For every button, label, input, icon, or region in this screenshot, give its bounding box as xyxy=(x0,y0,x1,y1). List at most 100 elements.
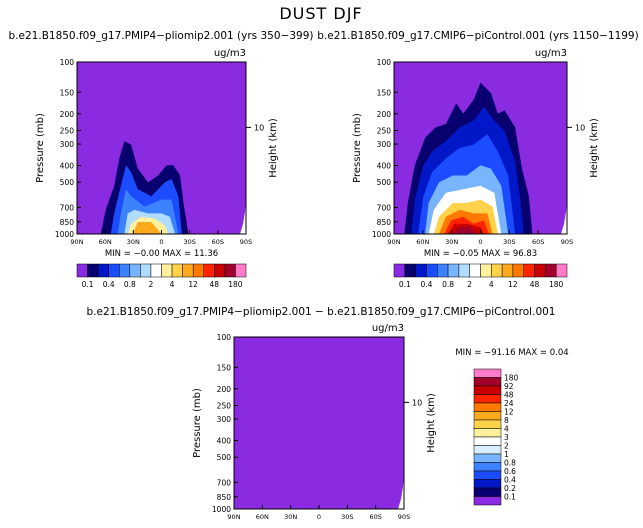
colorbar-label: 2 xyxy=(467,280,472,289)
colorbar-swatch xyxy=(473,377,502,387)
y-tick-label: 200 xyxy=(377,110,392,119)
y-axis-title: Pressure (mb) xyxy=(35,113,46,183)
x-tick-label: 60N xyxy=(99,238,112,246)
y-tick-label: 150 xyxy=(377,88,392,97)
units-label: ug/m3 xyxy=(372,323,404,334)
colorbar-swatch xyxy=(447,263,460,278)
colorbar-label: 0.1 xyxy=(504,493,516,502)
y-axis-title: Pressure (mb) xyxy=(352,113,363,183)
x-tick-label: 90S xyxy=(398,513,410,521)
x-tick-label: 60N xyxy=(256,513,269,521)
y-tick-label: 300 xyxy=(60,140,75,149)
colorbar-swatch xyxy=(473,487,502,497)
panel-top-left: b.e21.B1850.f09_g17.PMIP4−pliomip2.001 (… xyxy=(9,30,314,289)
colorbar-label: 0.4 xyxy=(103,280,115,289)
colorbar-label: 92 xyxy=(504,382,514,391)
units-label: ug/m3 xyxy=(214,48,246,59)
right-tick-label: 10 xyxy=(254,123,264,132)
y-tick-label: 250 xyxy=(377,126,392,135)
right-tick-label: 10 xyxy=(412,398,422,407)
x-tick-label: 0 xyxy=(478,238,482,246)
y-tick-label: 500 xyxy=(217,453,232,462)
colorbar-swatch xyxy=(473,479,502,489)
y-tick-label: 700 xyxy=(60,203,75,212)
colorbar-swatch xyxy=(415,263,427,278)
colorbar-label: 0.1 xyxy=(399,280,411,289)
colorbar-label: 180 xyxy=(228,280,243,289)
y-tick-label: 500 xyxy=(60,178,75,187)
colorbar-label: 12 xyxy=(508,280,518,289)
colorbar-label: 0.8 xyxy=(124,280,136,289)
colorbar-swatch xyxy=(214,263,226,278)
y-tick-label: 1000 xyxy=(55,230,74,239)
right-axis-title: Height (km) xyxy=(268,118,279,178)
colorbar-label: 12 xyxy=(188,280,198,289)
colorbar-swatch xyxy=(473,428,502,438)
colorbar-swatch xyxy=(192,263,204,278)
colorbar-swatch xyxy=(473,445,502,455)
y-axis-title: Pressure (mb) xyxy=(192,388,203,458)
panel-title: b.e21.B1850.f09_g17.PMIP4−pliomip2.001 −… xyxy=(87,306,556,318)
y-tick-label: 250 xyxy=(217,401,232,410)
colorbar-swatch xyxy=(534,263,546,278)
x-tick-label: 90N xyxy=(227,513,240,521)
y-tick-label: 850 xyxy=(377,218,392,227)
x-tick-label: 90N xyxy=(70,238,83,246)
x-tick-label: 30N xyxy=(445,238,458,246)
colorbar-label: 2 xyxy=(149,280,154,289)
colorbar-label: 2 xyxy=(504,442,509,451)
colorbar-label: 3 xyxy=(504,433,509,442)
y-tick-label: 200 xyxy=(60,110,75,119)
y-tick-label: 850 xyxy=(217,493,232,502)
colorbar-swatch xyxy=(393,263,406,278)
stats-text: MIN = −0.05 MAX = 96.83 xyxy=(424,249,537,259)
colorbar-label: 12 xyxy=(504,408,514,417)
right-tick-label: 10 xyxy=(575,123,585,132)
panel-bottom: b.e21.B1850.f09_g17.PMIP4−pliomip2.001 −… xyxy=(87,306,569,521)
colorbar-swatch xyxy=(545,263,557,278)
y-tick-label: 850 xyxy=(60,218,75,227)
colorbar-label: 48 xyxy=(504,391,514,400)
colorbar-label: 4 xyxy=(504,425,509,434)
colorbar-swatch xyxy=(458,263,470,278)
x-tick-label: 60S xyxy=(212,238,224,246)
contour-fill-5 xyxy=(132,222,162,234)
colorbar-swatch xyxy=(235,263,247,278)
colorbar-swatch xyxy=(473,394,502,404)
colorbar-swatch xyxy=(224,263,236,278)
panel-title: b.e21.B1850.f09_g17.PMIP4−pliomip2.001 (… xyxy=(9,30,314,42)
colorbar-swatch xyxy=(480,263,492,278)
colorbar-label: 0.8 xyxy=(504,459,516,468)
colorbar-label: 4 xyxy=(170,280,175,289)
x-tick-label: 60S xyxy=(532,238,544,246)
y-tick-label: 1000 xyxy=(372,230,391,239)
colorbar-label: 24 xyxy=(504,399,514,408)
y-tick-label: 500 xyxy=(377,178,392,187)
colorbar-swatch xyxy=(501,263,514,278)
topography-mask xyxy=(561,200,567,234)
y-tick-label: 100 xyxy=(377,58,392,67)
colorbar-label: 4 xyxy=(489,280,494,289)
right-axis-title: Height (km) xyxy=(426,393,437,453)
y-tick-label: 100 xyxy=(60,58,75,67)
x-tick-label: 60N xyxy=(416,238,429,246)
x-tick-label: 30N xyxy=(127,238,140,246)
colorbar-label: 48 xyxy=(530,280,540,289)
colorbar-swatch xyxy=(473,385,502,395)
stats-text: MIN = −91.16 MAX = 0.04 xyxy=(455,348,568,358)
contour-fill-9 xyxy=(452,227,477,234)
colorbar-swatch xyxy=(76,263,88,278)
colorbar-label: 0.6 xyxy=(504,467,516,476)
colorbar-label: 1 xyxy=(504,450,509,459)
colorbar-swatch xyxy=(523,263,535,278)
colorbar-swatch xyxy=(119,263,131,278)
panel-top-right: b.e21.B1850.f09_g17.CMIP6−piControl.001 … xyxy=(317,30,638,289)
y-tick-label: 400 xyxy=(377,162,392,171)
colorbar-label: 0.4 xyxy=(504,476,516,485)
right-axis-title: Height (km) xyxy=(589,118,600,178)
y-tick-label: 300 xyxy=(377,140,392,149)
x-tick-label: 60S xyxy=(369,513,381,521)
y-tick-label: 1000 xyxy=(212,505,231,514)
y-tick-label: 400 xyxy=(217,437,232,446)
